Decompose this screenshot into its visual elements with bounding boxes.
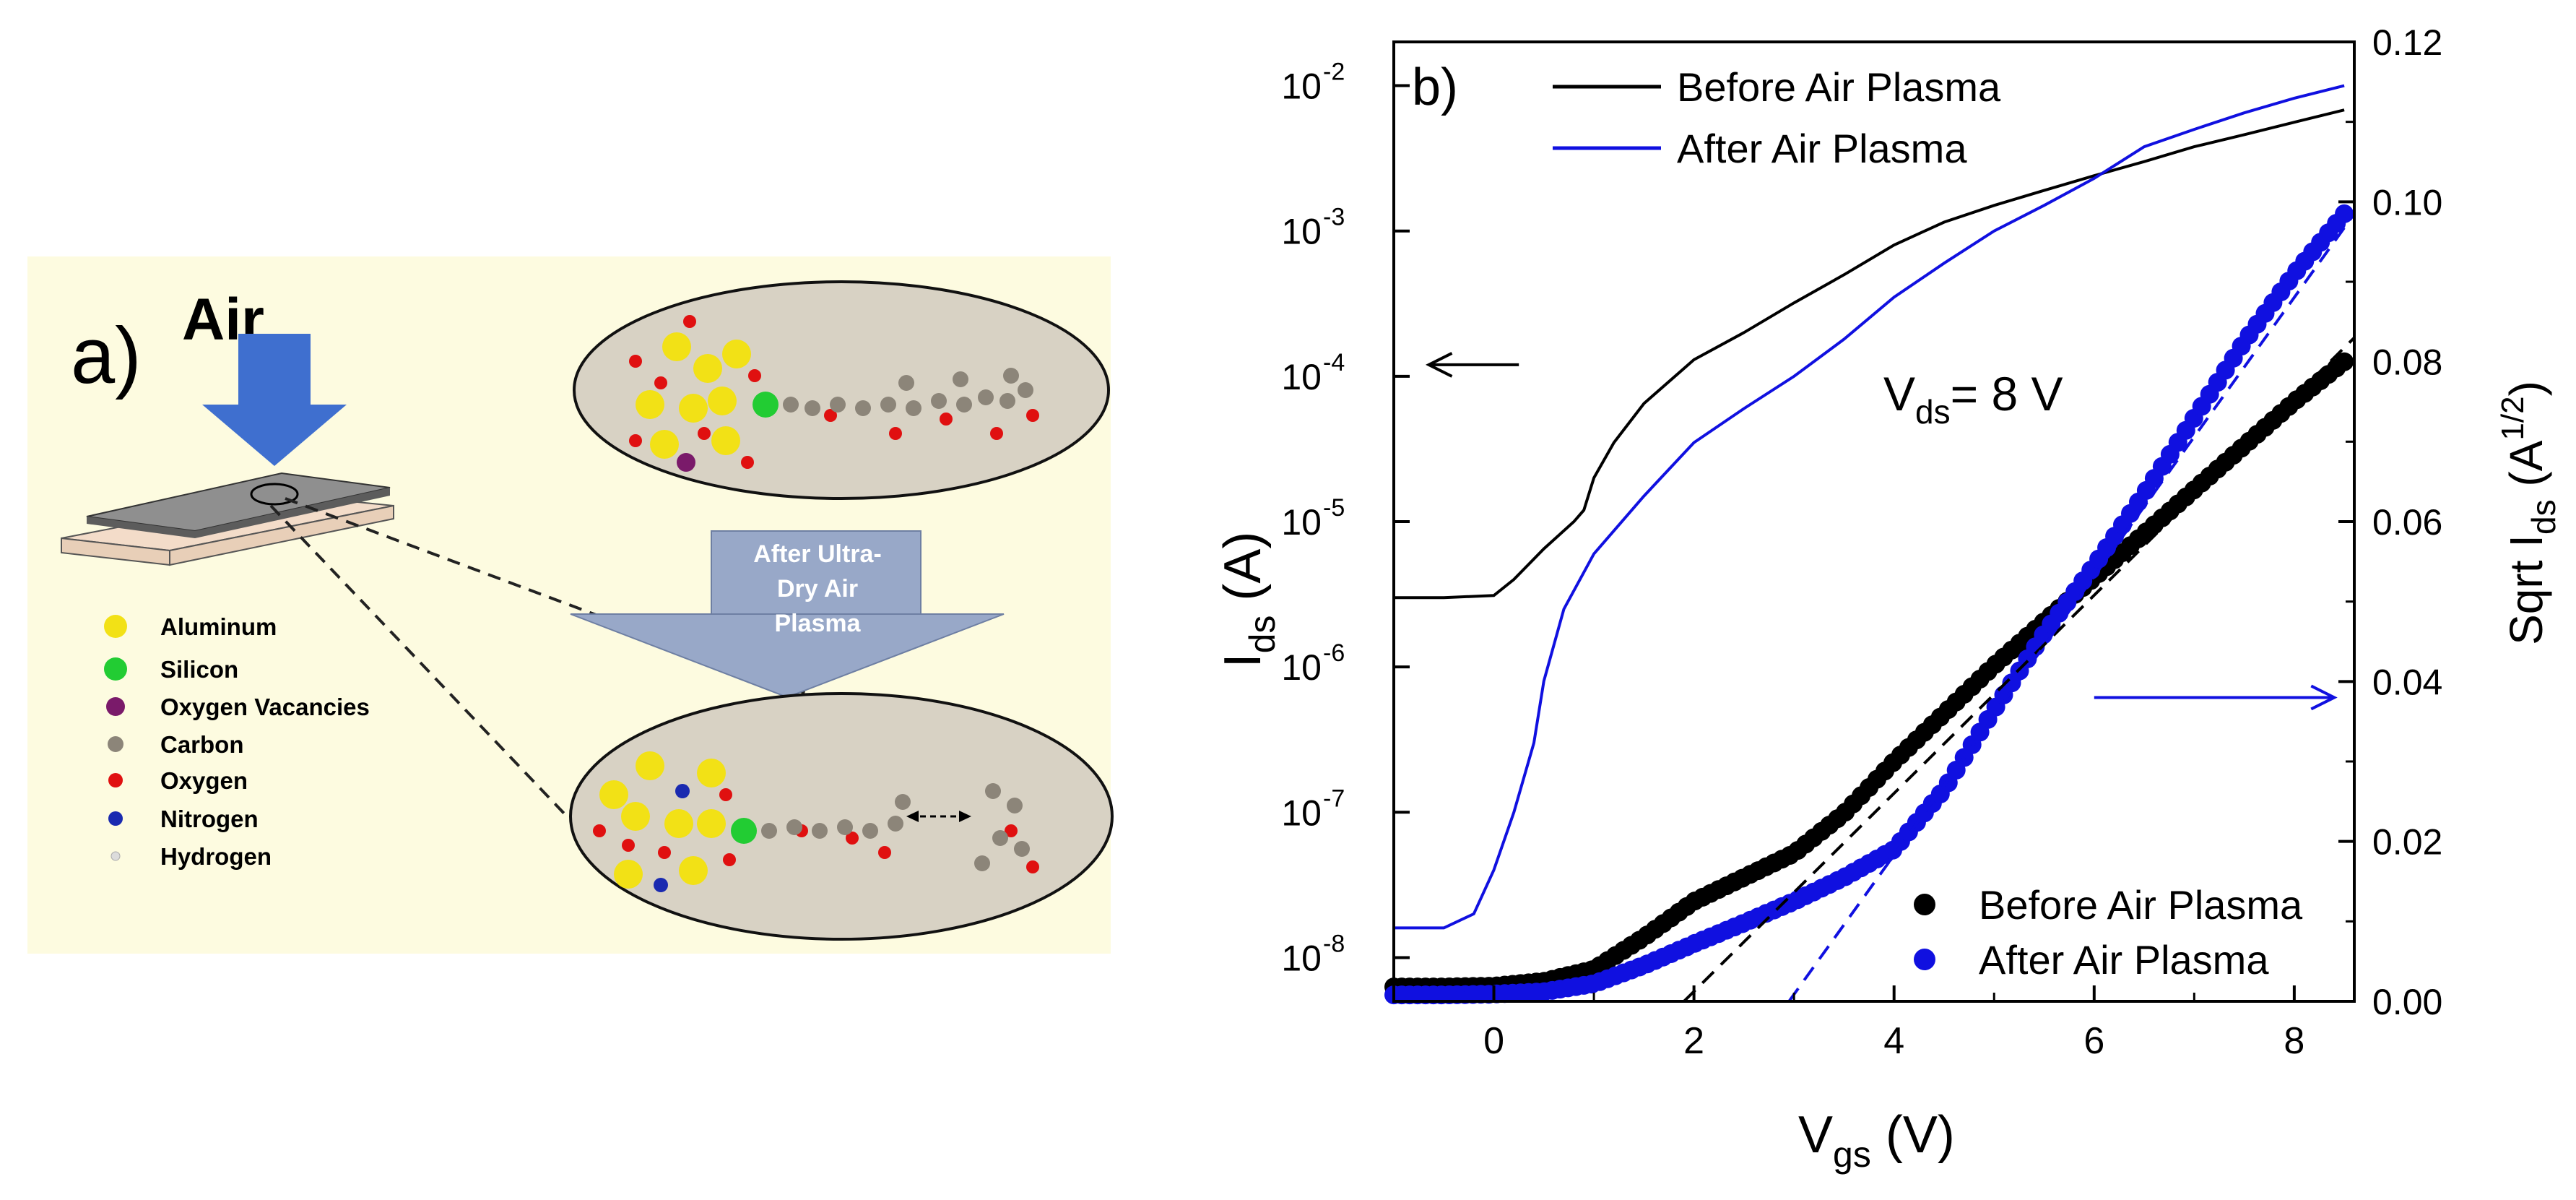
x-tick-label: 4: [1883, 1020, 1904, 1062]
y-right-tick-label: 0.08: [2372, 342, 2442, 383]
y-left-tick-label: 10: [1281, 502, 1322, 543]
linear-fit-line-5: [1787, 212, 2356, 1003]
legend-swatch-carbon: [108, 736, 123, 752]
y-right-axis-title-unit-open: (A: [2500, 440, 2552, 499]
linear-fit-line-4: [1683, 337, 2356, 1003]
panel-a-label: a): [71, 311, 142, 400]
y-right-axis-title-sup: 1/2: [2495, 396, 2531, 440]
y-right-axis-title: Sqrt Ids (A1/2): [2495, 381, 2562, 645]
y-right-axis-title-unit-close: ): [2500, 381, 2552, 396]
y-left-axis-title-sub: ds: [1242, 616, 1283, 654]
x-axis-title-unit: (V): [1871, 1106, 1955, 1164]
vds-annotation-prefix: V: [1883, 367, 1915, 420]
y-right-tick-label: 0.06: [2372, 502, 2442, 543]
panel-b-label: b): [1412, 59, 1458, 116]
legend-swatch-oxygen: [108, 773, 123, 787]
legend-label-silicon: Silicon: [160, 656, 238, 683]
y-left-tick-exponent: -7: [1323, 785, 1345, 812]
y-right-tick-label: 0.10: [2372, 182, 2442, 223]
y-right-tick-label: 0.00: [2372, 982, 2442, 1022]
y-left-tick-label: 10: [1281, 212, 1322, 252]
y-left-tick-exponent: -6: [1323, 639, 1345, 667]
y-left-tick-exponent: -3: [1323, 204, 1345, 231]
molecule-after: [569, 692, 1114, 941]
legend-label-oxygen-vacancies: Oxygen Vacancies: [160, 694, 370, 720]
y-left-tick-label: 10: [1281, 938, 1322, 978]
y-right-axis-title-sub: ds: [2525, 499, 2562, 535]
y-left-tick-exponent: -5: [1323, 494, 1345, 522]
marker-legend: Before Air Plasma After Air Plasma: [1914, 882, 2303, 983]
molecule-before: [573, 280, 1110, 500]
plot-frame: [1392, 40, 2356, 1003]
legend-swatch-hydrogen: [110, 851, 121, 861]
x-axis-title: Vgs (V): [1798, 1106, 1955, 1175]
left-axis-arrowhead: [1426, 352, 1453, 378]
legend-label-aluminum: Aluminum: [160, 613, 277, 640]
legend-label-hydrogen: Hydrogen: [160, 843, 272, 870]
y-left-tick-exponent: -2: [1323, 59, 1345, 86]
y-right-axis-title-prefix: Sqrt I: [2500, 535, 2552, 645]
x-tick-label: 2: [1683, 1020, 1704, 1062]
series-markers-after-air-plasma: [1384, 204, 2354, 1005]
plasma-arrow: After Ultra- Dry Air Plasma: [570, 530, 1005, 699]
y-left-tick-exponent: -8: [1323, 930, 1345, 957]
legend-label-oxygen: Oxygen: [160, 767, 248, 794]
atom-legend: Aluminum Silicon Oxygen Vacancies Carbon…: [104, 613, 370, 870]
air-arrow: [202, 334, 347, 466]
vds-annotation-text: = 8 V: [1951, 367, 2063, 420]
x-axis-title-main: V: [1798, 1106, 1833, 1164]
line-legend: Before Air Plasma After Air Plasma: [1553, 64, 2001, 171]
zoom-connectors: [269, 497, 817, 818]
series-line-before-air-plasma: [1394, 108, 2345, 600]
marker-legend-label-after: After Air Plasma: [1979, 937, 2269, 983]
y-left-tick-label: 10: [1281, 357, 1322, 397]
chart-series-layer: [1384, 84, 2356, 1005]
plasma-arrow-line-1: After Ultra-: [753, 540, 882, 568]
vds-annotation: Vds= 8 V: [1883, 367, 2063, 431]
y-left-axis-title-main: I: [1214, 653, 1272, 668]
plasma-arrow-line-2: Dry Air: [777, 575, 858, 603]
legend-swatch-oxygen-vacancies: [106, 697, 125, 716]
right-axis-arrowhead: [2310, 684, 2338, 711]
x-tick-label: 8: [2284, 1020, 2304, 1062]
y-left-tick-label: 10: [1281, 647, 1322, 688]
y-left-tick-exponent: -4: [1323, 349, 1345, 376]
y-left-axis-title: Ids (A): [1214, 532, 1283, 668]
legend-swatch-aluminum: [104, 615, 127, 638]
legend-label-nitrogen: Nitrogen: [160, 806, 259, 832]
y-right-tick-label: 0.12: [2372, 22, 2442, 63]
chart-axes-layer: 0 2 4 6 810-810-710-610-510-410-310 -20.000.0…: [1281, 22, 2442, 1062]
plasma-arrow-line-3: Plasma: [774, 610, 861, 637]
marker-legend-swatch-before: [1914, 894, 1935, 915]
y-left-tick-label: 10: [1281, 66, 1322, 107]
y-left-tick-label: 10: [1281, 793, 1322, 833]
y-right-tick-label: 0.02: [2372, 822, 2442, 863]
marker-legend-swatch-after: [1914, 949, 1935, 970]
line-legend-label-before: Before Air Plasma: [1677, 64, 2001, 110]
marker-legend-label-before: Before Air Plasma: [1979, 882, 2303, 928]
legend-label-carbon: Carbon: [160, 731, 244, 758]
x-tick-label: 6: [2083, 1020, 2104, 1062]
x-axis-title-sub: gs: [1833, 1134, 1871, 1175]
y-right-tick-label: 0.04: [2372, 662, 2442, 702]
series-line-after-air-plasma: [1394, 84, 2345, 930]
line-legend-label-after: After Air Plasma: [1677, 126, 1967, 171]
vds-annotation-sub: ds: [1915, 393, 1951, 431]
legend-swatch-silicon: [104, 657, 127, 681]
x-tick-label: 0: [1483, 1020, 1504, 1062]
marker-after-air-plasma: [2335, 204, 2354, 223]
y-left-axis-title-unit: (A): [1214, 532, 1272, 616]
legend-swatch-nitrogen: [108, 811, 123, 826]
